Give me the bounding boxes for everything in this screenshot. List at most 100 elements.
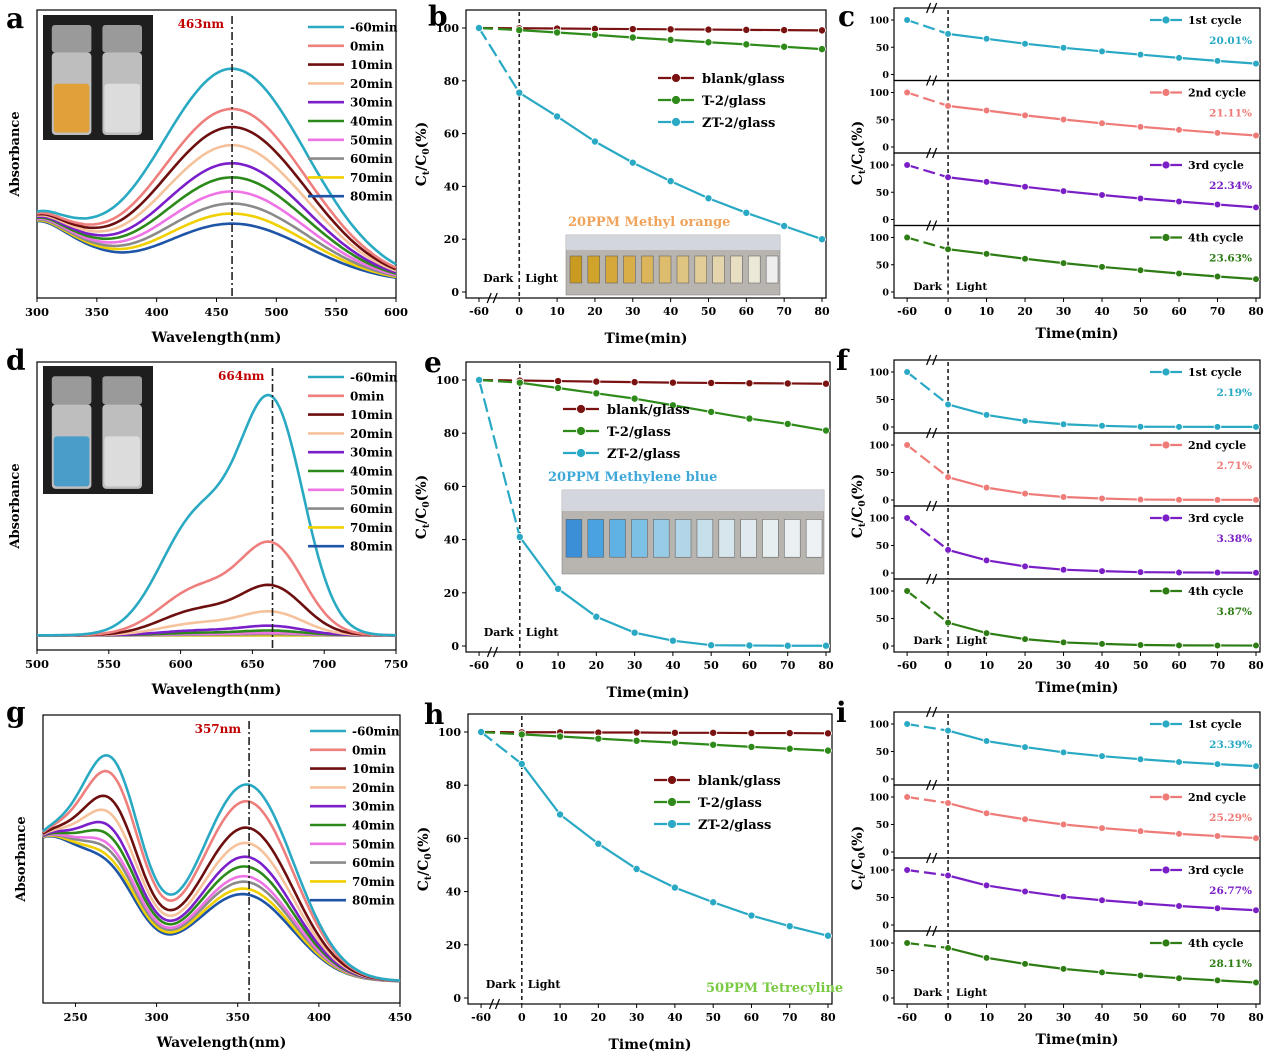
data-point [704, 25, 713, 34]
data-point [670, 728, 679, 737]
legend-label: 30min [350, 96, 393, 110]
y-tick-label: 50 [876, 468, 890, 479]
data-point [1059, 748, 1068, 757]
legend-label: T-2/glass [702, 94, 766, 109]
data-point [477, 728, 486, 737]
data-point [1175, 568, 1183, 577]
y-tick-label: 0 [882, 496, 889, 507]
cuvette [623, 255, 636, 284]
x-tick-label: 550 [324, 305, 348, 319]
spectrum-curve [37, 393, 396, 637]
cuvette [696, 519, 714, 558]
panel-letter-i: i [836, 696, 847, 729]
y-tick-label: 100 [436, 22, 459, 35]
series-line-dashed [906, 163, 949, 179]
y-axis-label: Absorbance [8, 111, 23, 197]
y-tick-label: 100 [869, 88, 889, 99]
data-point [944, 30, 952, 38]
axis-break-mark [926, 147, 938, 159]
data-point [554, 377, 563, 386]
spectrum-curve [37, 540, 397, 637]
axis-break-mark [926, 500, 938, 512]
data-point [747, 729, 756, 738]
legend-label: 40min [350, 465, 393, 479]
legend-swatch-marker [1161, 367, 1171, 377]
cuvette [565, 519, 583, 558]
panel-letter-d: d [6, 344, 26, 377]
annotation-label: 20PPM Methylene blue [548, 470, 717, 485]
spectrum-curve [42, 808, 401, 983]
data-point [1252, 203, 1260, 212]
y-tick-label: 100 [438, 726, 461, 739]
data-point [668, 401, 677, 410]
x-tick-label: 650 [240, 657, 264, 671]
x-tick-label: 70 [1210, 305, 1226, 318]
y-tick-label: 50 [876, 820, 890, 831]
y-tick-label: 0 [451, 286, 459, 299]
legend-swatch-marker [671, 73, 681, 83]
data-point [630, 378, 639, 387]
y-tick-label: 50 [876, 260, 890, 271]
data-point [1252, 275, 1260, 283]
data-point [1252, 423, 1260, 431]
annotation-label: 50PPM Tetrecyline [706, 981, 843, 996]
series-line-dashed [906, 444, 949, 479]
cycle-subplot-frame [893, 930, 1261, 1005]
data-point [515, 26, 524, 35]
legend-label: ZT-2/glass [698, 818, 771, 833]
legend-label: 2nd cycle [1188, 791, 1246, 804]
x-tick-label: 30 [627, 659, 643, 672]
spectrum-curve [42, 820, 401, 983]
legend-label: 50min [352, 837, 395, 851]
data-point [903, 514, 911, 522]
x-tick-label: 700 [312, 657, 336, 671]
data-point [1252, 978, 1260, 987]
data-point [1213, 496, 1222, 504]
legend-label: blank/glass [702, 72, 785, 87]
data-point [1021, 960, 1029, 968]
legend-label: 1st cycle [1188, 718, 1242, 731]
data-point [1175, 495, 1183, 504]
data-point [785, 922, 794, 931]
final-percentage-label: 2.71% [1216, 460, 1252, 472]
data-point [475, 375, 484, 384]
x-axis-label: Time(min) [1035, 680, 1118, 696]
x-tick-label: 60 [742, 659, 758, 672]
axis-break-mark [926, 925, 938, 937]
data-point [1252, 762, 1260, 770]
x-tick-label: 0 [944, 305, 952, 318]
data-point [1021, 417, 1029, 425]
x-tick-label: 40 [667, 1011, 683, 1024]
series-line-dashed [906, 371, 949, 406]
x-tick-label: 70 [1210, 659, 1226, 672]
y-tick-label: 0 [882, 215, 889, 226]
data-point [944, 618, 952, 627]
data-point [785, 744, 794, 753]
dark-label: Dark [913, 281, 942, 293]
legend-swatch-marker [1161, 719, 1171, 729]
x-tick-label: 30 [629, 1011, 645, 1024]
x-tick-label: 500 [25, 657, 49, 671]
axis-break-mark [926, 220, 938, 231]
data-point [903, 720, 911, 728]
y-tick-label: 0 [882, 921, 889, 932]
x-axis-label: Wavelength(nm) [151, 682, 282, 698]
legend-label: 40min [350, 115, 393, 129]
data-point [1059, 638, 1068, 647]
legend-label: 40min [352, 819, 395, 833]
x-axis-label: Time(min) [606, 685, 689, 701]
panel-d: 500 550 600 650 700 750 Wavelength(nm) Absorban… [8, 361, 408, 698]
data-point [1252, 906, 1260, 915]
x-tick-label: 40 [1094, 659, 1110, 672]
data-point [1213, 272, 1222, 281]
cuvette [658, 255, 672, 284]
data-point [1136, 50, 1145, 59]
y-axis-label: Ct/C0(%) [850, 826, 868, 890]
y-tick-label: 0 [882, 848, 889, 859]
data-point [632, 728, 641, 737]
data-point [1252, 496, 1260, 504]
legend-label: 80min [350, 190, 393, 204]
x-tick-label: -60 [469, 659, 489, 672]
data-point [903, 16, 911, 24]
y-tick-label: 60 [444, 128, 460, 141]
